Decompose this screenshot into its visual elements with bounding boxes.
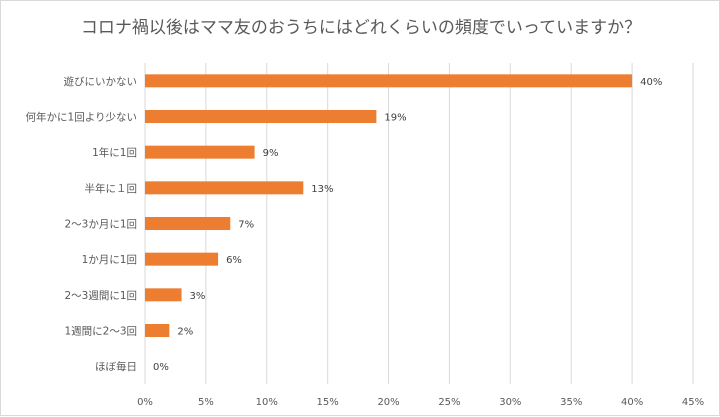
bar: [145, 324, 170, 337]
category-label: 半年に１回: [85, 182, 138, 195]
x-tick-label: 25%: [438, 397, 460, 408]
x-tick-label: 45%: [682, 397, 704, 408]
category-label: 1年に1回: [92, 146, 137, 159]
bar: [145, 181, 304, 195]
x-tick-label: 30%: [499, 397, 521, 408]
x-tick-label: 5%: [198, 397, 214, 408]
category-label: 2～3か月に1回: [64, 219, 137, 231]
bar: [145, 252, 219, 266]
x-tick-label: 20%: [377, 397, 399, 408]
category-label: 1か月に1回: [82, 254, 137, 266]
category-label: 1週間に2～3回: [64, 326, 137, 338]
x-tick-label: 40%: [621, 397, 643, 408]
x-tick-label: 10%: [256, 397, 278, 408]
bar: [145, 217, 231, 230]
bar: [145, 288, 182, 302]
data-label: 0%: [153, 362, 169, 373]
x-tick-label: 35%: [560, 397, 582, 408]
data-label: 6%: [226, 255, 242, 266]
bar: [145, 145, 255, 159]
data-label: 9%: [263, 148, 279, 159]
bar: [145, 110, 377, 123]
x-tick-label: 15%: [317, 397, 339, 408]
data-label: 3%: [190, 291, 206, 302]
bar: [145, 74, 633, 88]
chart-title: コロナ禍以後はママ友のおうちにはどれくらいの頻度でいっていますか？: [81, 18, 641, 38]
data-label: 19%: [384, 113, 406, 124]
category-label: 2～3週間に1回: [64, 290, 137, 302]
data-label: 13%: [311, 184, 333, 195]
category-label: 遊びにいかない: [64, 75, 138, 88]
category-label: 何年かに1回より少ない: [26, 111, 137, 124]
category-label: ほぼ毎日: [95, 360, 137, 373]
data-label: 2%: [177, 327, 193, 338]
data-label: 7%: [238, 220, 254, 231]
data-label: 40%: [640, 77, 662, 88]
x-tick-label: 0%: [137, 397, 153, 408]
